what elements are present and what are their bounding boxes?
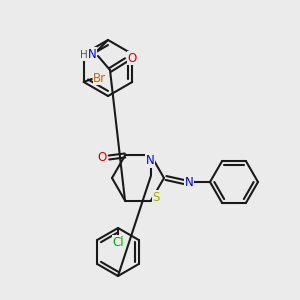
Text: S: S (152, 191, 160, 204)
Text: N: N (184, 176, 194, 188)
Text: N: N (88, 47, 96, 61)
Text: N: N (146, 154, 154, 167)
Text: Cl: Cl (112, 236, 124, 248)
Text: H: H (80, 50, 88, 60)
Text: Br: Br (93, 71, 106, 85)
Text: O: O (128, 52, 136, 64)
Text: O: O (98, 151, 106, 164)
